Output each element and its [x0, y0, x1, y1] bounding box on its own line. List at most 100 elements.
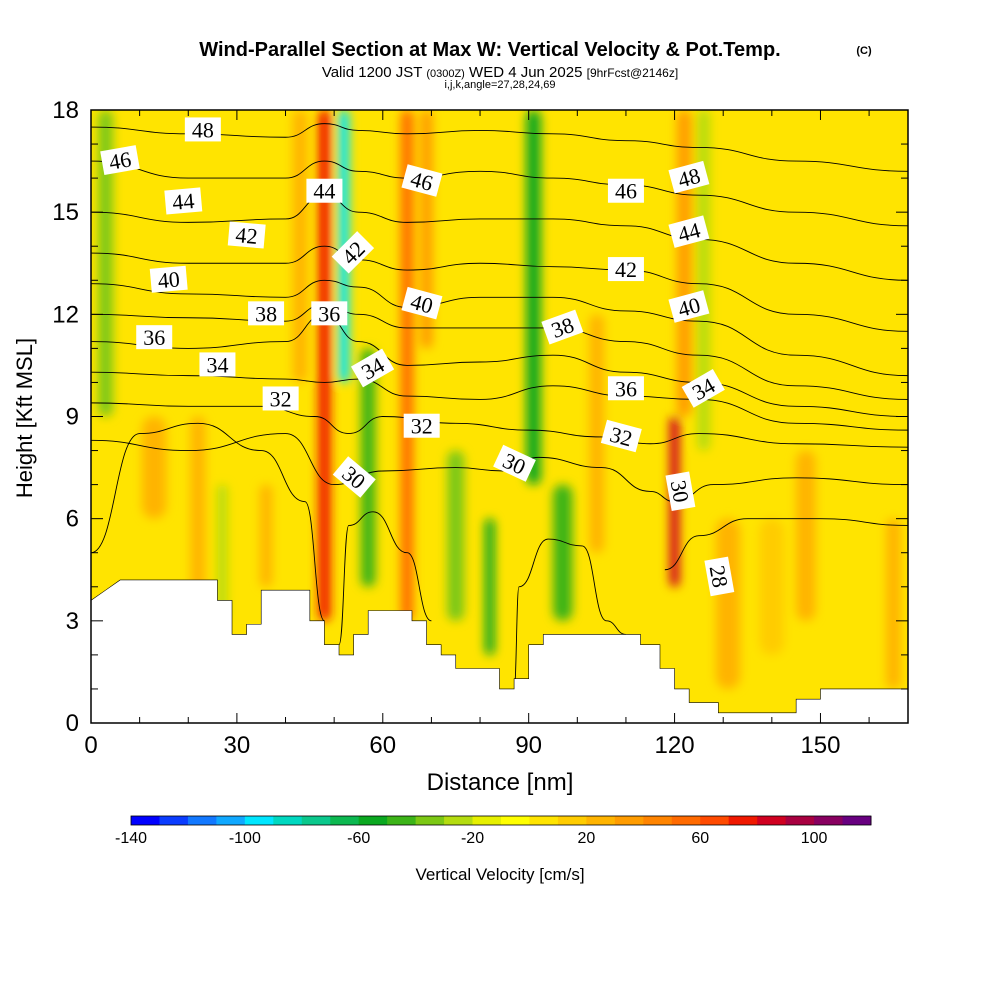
- colorbar-swatch-13: [501, 816, 530, 825]
- contour-label-46: 46: [607, 178, 644, 204]
- chart-title: Wind-Parallel Section at Max W: Vertical…: [199, 39, 780, 61]
- colorbar-tick-label: -20: [461, 830, 484, 847]
- theta-contour-30: [338, 511, 432, 646]
- svg-text:42: 42: [235, 222, 259, 249]
- y-tick-label: 3: [66, 608, 79, 635]
- colorbar-swatch-16: [586, 816, 616, 825]
- svg-text:36: 36: [615, 376, 637, 401]
- contour-label-32: 32: [600, 419, 642, 453]
- velocity-band-2: [190, 416, 206, 621]
- colorbar-tick-label: 20: [577, 830, 595, 847]
- svg-text:30: 30: [666, 478, 694, 504]
- velocity-band-17: [677, 110, 692, 417]
- contour-label-34: 34: [199, 352, 236, 377]
- x-axis: 0 30 60 90 120 150: [84, 110, 870, 759]
- contour-label-36: 36: [607, 376, 644, 401]
- colorbar-swatch-7: [330, 816, 360, 825]
- colorbar-label: Vertical Velocity [cm/s]: [415, 865, 584, 884]
- svg-text:28: 28: [705, 563, 733, 589]
- colorbar-swatch-3: [216, 816, 246, 825]
- contour-label-30: 30: [665, 471, 696, 512]
- colorbar: -140 -100 -60 -20 20 60 100: [115, 815, 872, 847]
- contour-label-48: 48: [184, 117, 221, 142]
- colorbar-tick-label: 100: [801, 830, 828, 847]
- colorbar-swatch-23: [785, 816, 815, 825]
- colorbar-swatch-21: [728, 816, 758, 825]
- y-tick-label: 6: [66, 506, 79, 533]
- svg-text:48: 48: [192, 117, 214, 142]
- svg-text:42: 42: [615, 257, 637, 282]
- contour-label-28: 28: [704, 556, 735, 597]
- svg-text:44: 44: [313, 179, 335, 204]
- theta-contour-42: [91, 245, 908, 332]
- subtitle-fcst: [9hrFcst@2146z]: [587, 66, 679, 80]
- velocity-band-15: [589, 314, 605, 553]
- svg-text:32: 32: [270, 386, 292, 411]
- colorbar-tick-label: 60: [691, 830, 709, 847]
- y-tick-label: 15: [52, 199, 79, 226]
- colorbar-swatch-11: [444, 816, 474, 825]
- velocity-band-6: [318, 110, 331, 621]
- svg-text:34: 34: [206, 352, 228, 377]
- contour-label-46: 46: [100, 145, 140, 176]
- colorbar-tick-label: -100: [229, 830, 261, 847]
- chart-subtitle2: i,j,k,angle=27,28,24,69: [444, 79, 555, 91]
- velocity-band-19: [715, 518, 741, 689]
- colorbar-tick-label: -140: [115, 830, 147, 847]
- contour-label-38: 38: [248, 301, 285, 326]
- y-tick-label: 12: [52, 301, 79, 328]
- colorbar-swatch-12: [472, 816, 502, 825]
- y-tick-label: 18: [52, 97, 79, 124]
- svg-text:38: 38: [255, 301, 277, 326]
- contour-label-44: 44: [164, 187, 203, 215]
- theta-contour-40: [91, 279, 908, 377]
- contour-label-42: 42: [607, 257, 644, 282]
- colorbar-swatch-6: [301, 816, 331, 825]
- colorbar-swatch-22: [757, 816, 787, 825]
- velocity-band-14: [552, 484, 573, 621]
- theta-contour-44: [91, 194, 908, 281]
- contour-label-48: 48: [668, 160, 710, 194]
- contour-label-44: 44: [306, 178, 343, 204]
- theta-contour-30: [91, 422, 325, 622]
- x-tick-label: 120: [655, 732, 695, 759]
- contour-label-36: 36: [311, 301, 348, 326]
- subtitle-valid: Valid 1200 JST: [322, 64, 422, 81]
- velocity-band-1: [142, 416, 167, 519]
- velocity-band-20: [759, 518, 784, 655]
- velocity-band-12: [484, 518, 495, 655]
- svg-text:32: 32: [411, 414, 433, 439]
- contour-label-32: 32: [262, 386, 299, 411]
- velocity-band-3: [217, 484, 228, 621]
- x-tick-label: 30: [224, 732, 251, 759]
- subtitle-utc: (0300Z): [426, 68, 465, 80]
- chart-title-tag: (C): [856, 45, 872, 57]
- svg-text:46: 46: [615, 179, 637, 204]
- contour-label-42: 42: [227, 221, 266, 249]
- x-axis-label: Distance [nm]: [427, 769, 574, 796]
- colorbar-swatch-1: [159, 816, 189, 825]
- terrain-mask: [91, 579, 908, 723]
- theta-contour-34: [91, 371, 908, 431]
- theta-contour-48: [91, 123, 908, 172]
- chart-subtitle: Valid 1200 JST (0300Z) WED 4 Jun 2025 [9…: [322, 64, 678, 81]
- svg-text:44: 44: [171, 188, 195, 215]
- x-tick-label: 0: [84, 732, 97, 759]
- colorbar-swatch-4: [244, 816, 274, 825]
- velocity-band-4: [259, 484, 273, 587]
- colorbar-swatch-9: [387, 816, 417, 825]
- contour-label-32: 32: [403, 413, 440, 439]
- x-tick-label: 60: [369, 732, 396, 759]
- colorbar-swatch-0: [131, 816, 160, 825]
- velocity-band-0: [98, 110, 113, 417]
- colorbar-swatch-8: [358, 816, 388, 825]
- colorbar-swatch-10: [415, 816, 445, 825]
- svg-text:40: 40: [157, 266, 181, 293]
- theta-contour-28: [664, 518, 908, 571]
- svg-text:46: 46: [107, 146, 133, 174]
- x-tick-label: 90: [515, 732, 542, 759]
- contour-label-36: 36: [136, 325, 173, 350]
